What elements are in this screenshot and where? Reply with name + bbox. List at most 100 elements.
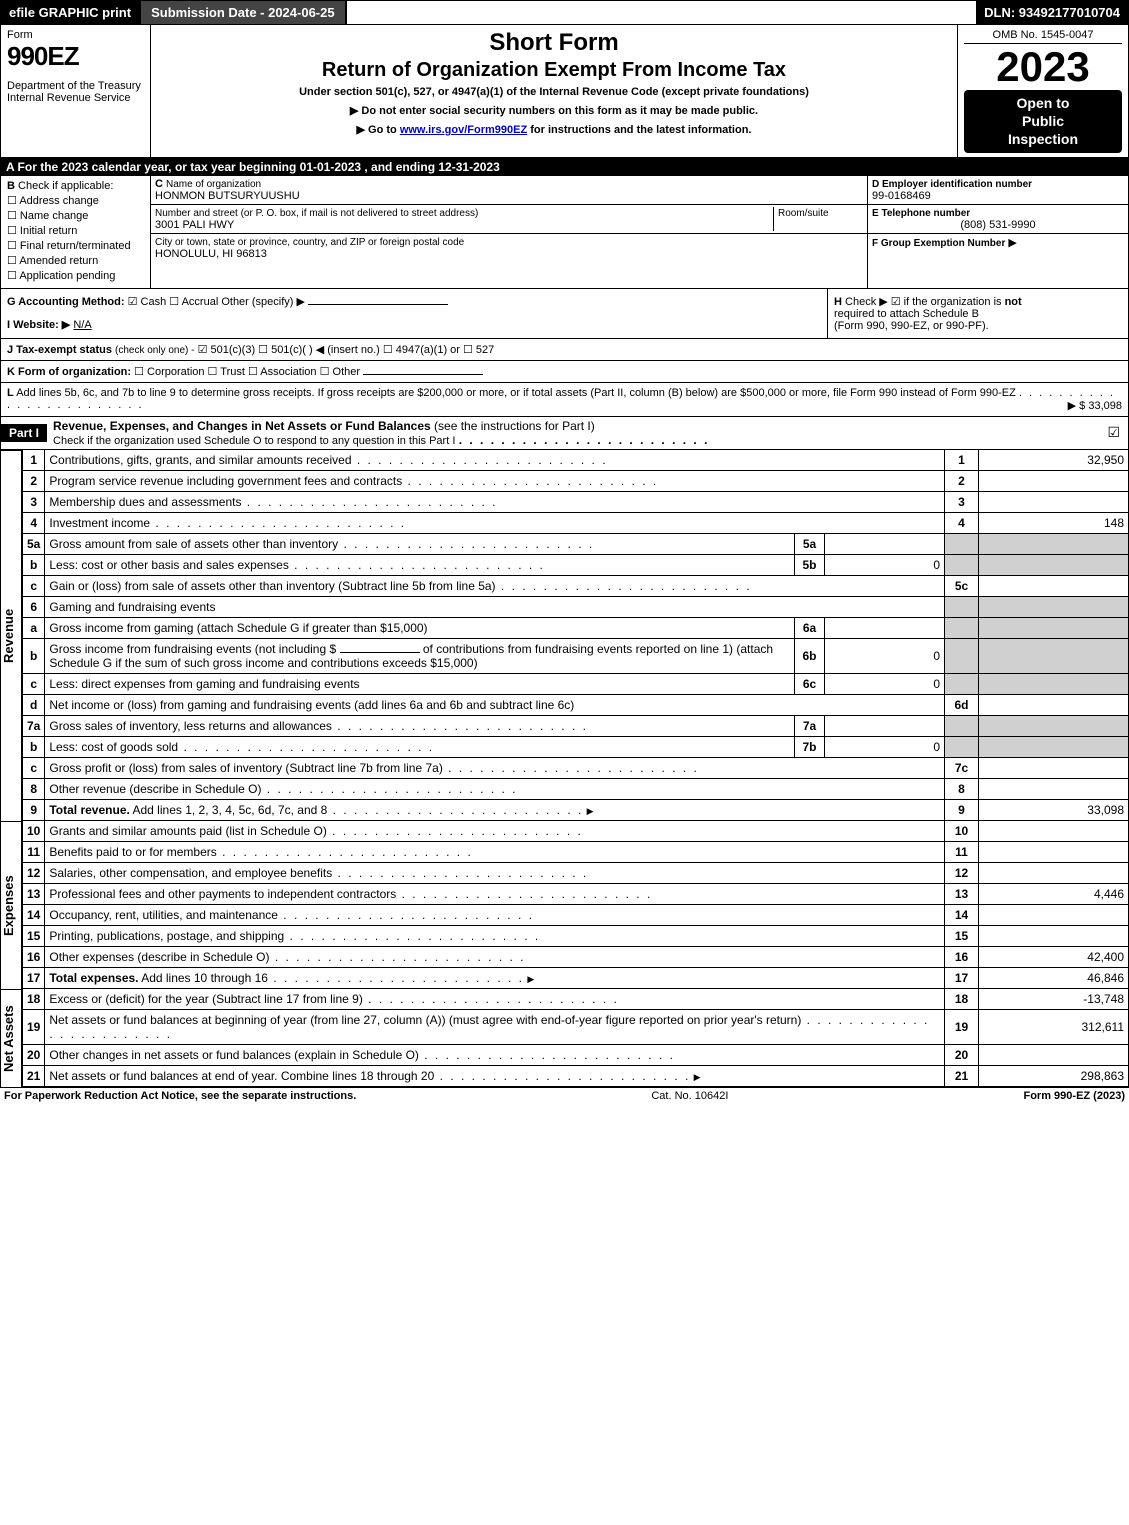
line-1: 1 Contributions, gifts, grants, and simi… xyxy=(23,450,1129,471)
line-4-col: 4 xyxy=(945,512,979,533)
irs-label: Internal Revenue Service xyxy=(7,92,144,104)
h-text3: (Form 990, 990-EZ, or 990-PF). xyxy=(834,320,989,332)
line-20: 20 Other changes in net assets or fund b… xyxy=(23,1044,1129,1065)
part-1-header: Part I Revenue, Expenses, and Changes in… xyxy=(0,417,1129,450)
cb-name-change[interactable]: Name change xyxy=(7,209,144,222)
k-other-blank[interactable] xyxy=(363,374,483,375)
line-17-desc: Add lines 10 through 16 xyxy=(141,971,268,985)
line-6b-ml: 6b xyxy=(795,638,825,673)
f-label: F Group Exemption Number xyxy=(872,238,1005,249)
dots xyxy=(332,866,588,880)
form-meta-block: OMB No. 1545-0047 2023 Open to Public In… xyxy=(958,25,1128,157)
footer-mid: Cat. No. 10642I xyxy=(651,1090,728,1102)
line-13: 13 Professional fees and other payments … xyxy=(23,883,1129,904)
i-label: I Website: ▶ xyxy=(7,319,70,331)
line-6d-col: 6d xyxy=(945,694,979,715)
line-6b-blank[interactable] xyxy=(340,652,420,653)
form-header: Form 990EZ Department of the Treasury In… xyxy=(0,25,1129,158)
footer-right-post: (2023) xyxy=(1090,1090,1125,1102)
footer-right-pre: Form xyxy=(1023,1090,1054,1102)
line-18: 18 Excess or (deficit) for the year (Sub… xyxy=(23,989,1129,1010)
line-18-amt: -13,748 xyxy=(979,989,1129,1010)
cb-initial-return[interactable]: Initial return xyxy=(7,224,144,237)
h-label: H xyxy=(834,296,842,308)
line-10: 10 Grants and similar amounts paid (list… xyxy=(23,821,1129,842)
dots xyxy=(241,495,497,509)
line-6c: c Less: direct expenses from gaming and … xyxy=(23,673,1129,694)
line-3-num: 3 xyxy=(23,491,45,512)
cb-application-pending[interactable]: Application pending xyxy=(7,269,144,282)
section-c: C Name of organization HONMON BUTSURYUUS… xyxy=(151,176,868,288)
room-label: Room/suite xyxy=(778,208,829,219)
dots xyxy=(338,537,594,551)
line-6b-amt xyxy=(979,638,1129,673)
form-id-block: Form 990EZ Department of the Treasury In… xyxy=(1,25,151,157)
section-f: F Group Exemption Number ▶ xyxy=(868,234,1128,251)
page-footer: For Paperwork Reduction Act Notice, see … xyxy=(0,1087,1129,1104)
dots xyxy=(327,803,583,817)
section-g-i: G Accounting Method: Cash Accrual Other … xyxy=(1,289,828,338)
dots xyxy=(443,761,699,775)
line-17-col: 17 xyxy=(945,967,979,988)
h-not: not xyxy=(1005,296,1022,308)
note-goto-post: for instructions and the latest informat… xyxy=(527,124,751,136)
badge-line3: Inspection xyxy=(1008,131,1078,147)
website-value: N/A xyxy=(73,319,91,331)
line-14-col: 14 xyxy=(945,904,979,925)
section-g: G Accounting Method: Cash Accrual Other … xyxy=(7,295,821,308)
cb-accrual[interactable]: Accrual xyxy=(169,296,218,308)
dots xyxy=(284,929,540,943)
line-7b-ml: 7b xyxy=(795,736,825,757)
dln-label: DLN: 93492177010704 xyxy=(976,1,1128,24)
expenses-section: Expenses 10 Grants and similar amounts p… xyxy=(0,821,1129,989)
cb-final-return[interactable]: Final return/terminated xyxy=(7,239,144,252)
line-14-num: 14 xyxy=(23,904,45,925)
note-ssn: ▶ Do not enter social security numbers o… xyxy=(159,104,949,117)
line-7b-mv: 0 xyxy=(825,736,945,757)
line-5b-num: b xyxy=(23,554,45,575)
line-7b-col xyxy=(945,736,979,757)
line-10-col: 10 xyxy=(945,821,979,842)
line-3: 3 Membership dues and assessments 3 xyxy=(23,491,1129,512)
footer-left: For Paperwork Reduction Act Notice, see … xyxy=(4,1090,356,1102)
cb-address-change[interactable]: Address change xyxy=(7,194,144,207)
line-6c-col xyxy=(945,673,979,694)
g-label: G Accounting Method: xyxy=(7,296,125,308)
sections-g-h: G Accounting Method: Cash Accrual Other … xyxy=(0,289,1129,339)
line-7c-amt xyxy=(979,757,1129,778)
line-5a-ml: 5a xyxy=(795,533,825,554)
section-i: I Website: ▶ N/A xyxy=(7,318,821,331)
line-17-amt: 46,846 xyxy=(979,967,1129,988)
return-title: Return of Organization Exempt From Incom… xyxy=(159,59,949,82)
line-6d-desc: Net income or (loss) from gaming and fun… xyxy=(49,698,574,712)
line-5b: b Less: cost or other basis and sales ex… xyxy=(23,554,1129,575)
org-name-row: C Name of organization HONMON BUTSURYUUS… xyxy=(151,176,867,205)
irs-link[interactable]: www.irs.gov/Form990EZ xyxy=(400,124,527,136)
street-value: 3001 PALI HWY xyxy=(155,219,234,231)
j-options[interactable]: ☑ 501(c)(3) ☐ 501(c)( ) ◀ (insert no.) ☐… xyxy=(198,344,495,356)
line-6c-ml: 6c xyxy=(795,673,825,694)
form-word: Form xyxy=(7,29,144,41)
line-6d: d Net income or (loss) from gaming and f… xyxy=(23,694,1129,715)
line-17-bold: Total expenses. xyxy=(49,971,138,985)
line-7b-amt xyxy=(979,736,1129,757)
line-5c-amt xyxy=(979,575,1129,596)
line-6: 6 Gaming and fundraising events xyxy=(23,596,1129,617)
cb-cash[interactable]: Cash xyxy=(128,296,167,308)
part-1-title-sub: (see the instructions for Part I) xyxy=(434,419,595,433)
line-5a: 5a Gross amount from sale of assets othe… xyxy=(23,533,1129,554)
line-6b-num: b xyxy=(23,638,45,673)
g-other-blank[interactable] xyxy=(308,304,448,305)
dots xyxy=(178,740,434,754)
city-value: HONOLULU, HI 96813 xyxy=(155,248,267,260)
line-6a-col xyxy=(945,617,979,638)
line-8-col: 8 xyxy=(945,778,979,799)
line-21-desc: Net assets or fund balances at end of ye… xyxy=(49,1069,434,1083)
line-2-col: 2 xyxy=(945,470,979,491)
part-1-checkbox[interactable]: ☑ xyxy=(1107,424,1128,441)
badge-line1: Open to xyxy=(1017,95,1070,111)
line-11: 11 Benefits paid to or for members 11 xyxy=(23,841,1129,862)
line-16-col: 16 xyxy=(945,946,979,967)
k-options[interactable]: ☐ Corporation ☐ Trust ☐ Association ☐ Ot… xyxy=(134,366,360,378)
cb-amended-return[interactable]: Amended return xyxy=(7,254,144,267)
